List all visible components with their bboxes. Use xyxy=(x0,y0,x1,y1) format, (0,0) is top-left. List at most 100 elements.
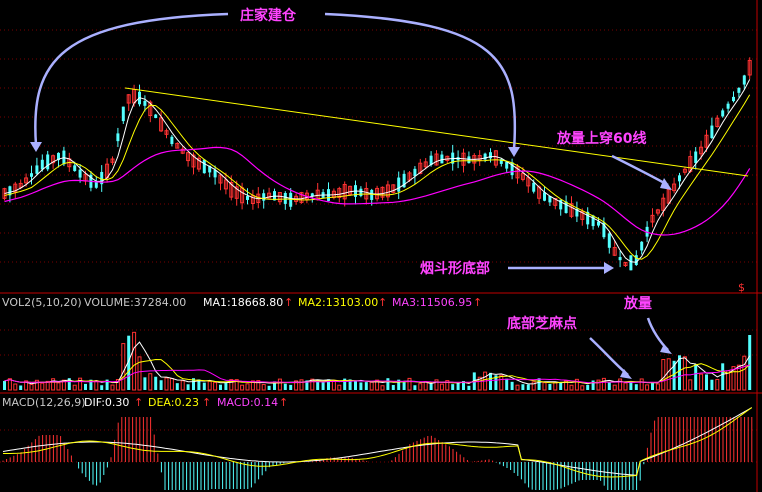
candle-body-up xyxy=(515,166,520,179)
volume-bar-down xyxy=(316,379,320,390)
macd-dif-value: DIF:0.30 xyxy=(84,396,129,409)
candle-body-up xyxy=(196,157,201,170)
candle-body-up xyxy=(423,161,428,168)
candle-body-down xyxy=(586,211,590,225)
volume-bar-up xyxy=(418,383,423,391)
volume-bar-up xyxy=(213,382,218,391)
candle-body-up xyxy=(682,168,687,173)
volume-bar-down xyxy=(548,384,552,390)
volume-bar-up xyxy=(688,379,693,391)
volume-bar-up xyxy=(375,379,380,391)
candle-body-down xyxy=(483,153,487,160)
candle-body-down xyxy=(543,192,546,201)
candle-body-down xyxy=(208,165,212,173)
candle-body-up xyxy=(159,117,164,132)
candle-body-down xyxy=(262,193,266,201)
volume-bar-down xyxy=(705,374,708,390)
vol-ma1-value: MA1:18668.80 xyxy=(203,296,283,309)
volume-bar-down xyxy=(89,379,93,390)
volume-bar-down xyxy=(451,384,455,390)
candle-body-down xyxy=(742,75,746,85)
volume-bar-up xyxy=(639,378,644,391)
candle-body-down xyxy=(505,161,509,169)
candle-body-down xyxy=(246,196,249,200)
candle-body-up xyxy=(569,203,574,217)
candle-body-down xyxy=(402,173,406,188)
volume-bar-down xyxy=(586,384,590,390)
candle-body-down xyxy=(46,154,50,170)
volume-bar-down xyxy=(343,378,347,390)
volume-bar-down xyxy=(505,378,509,390)
ma-short-line xyxy=(4,79,751,263)
arrowhead-sesame xyxy=(620,369,632,379)
candle-body-down xyxy=(154,114,158,119)
candle-body-down xyxy=(602,222,606,238)
price-axis-badge: $ xyxy=(738,281,745,294)
volume-bar-down xyxy=(100,385,104,390)
candle-body-down xyxy=(532,182,536,192)
volume-bar-up xyxy=(78,377,83,391)
volume-bar-down xyxy=(224,381,228,390)
candle-body-up xyxy=(342,184,347,200)
volume-bar-up xyxy=(294,380,299,391)
macd-dif-line xyxy=(2,407,753,476)
candle-body-down xyxy=(618,257,622,261)
trend-line xyxy=(124,87,749,177)
volume-bar-down xyxy=(175,383,179,390)
ma-mid-line xyxy=(4,94,751,260)
volume-bar-down xyxy=(143,377,147,390)
macd-series-layer xyxy=(2,407,753,490)
volume-bar-up xyxy=(240,384,245,391)
candle-body-down xyxy=(57,152,60,161)
candle-body-down xyxy=(597,221,600,226)
candle-body-down xyxy=(283,193,287,204)
annotation-build-position: 庄家建仓 xyxy=(240,7,297,24)
candle-body-down xyxy=(310,193,314,197)
volume-bar-up xyxy=(645,384,650,391)
volume-series-layer xyxy=(3,331,752,391)
volume-bar-down xyxy=(289,384,293,390)
vol-title: VOL2(5,10,20) xyxy=(2,296,82,309)
volume-bar-down xyxy=(127,335,131,390)
volume-bar-down xyxy=(19,385,23,390)
candle-body-up xyxy=(580,210,585,220)
candle-body-up xyxy=(672,183,677,192)
volume-bar-up xyxy=(369,381,374,391)
annotation-sesame-points: 底部芝麻点 xyxy=(507,315,577,332)
arrowhead-pipe xyxy=(604,262,614,274)
candle-body-down xyxy=(467,156,471,164)
vol-ma3-line xyxy=(4,364,750,384)
candle-body-down xyxy=(370,189,374,200)
candle-body-up xyxy=(612,247,617,256)
candle-body-up xyxy=(434,153,439,166)
volume-bar-down xyxy=(629,382,633,390)
candle-body-up xyxy=(385,184,390,198)
volume-bar-down xyxy=(591,380,595,390)
arrowhead-right xyxy=(508,147,520,157)
macd-header: MACD(12,26,9) DIF:0.30 ↑ DEA:0.23 ↑ MACD… xyxy=(2,396,288,409)
volume-bar-up xyxy=(596,379,601,391)
arrow-right-build xyxy=(324,12,517,151)
candle-body-up xyxy=(18,182,23,188)
macd-panel-grid xyxy=(0,429,757,463)
candle-body-down xyxy=(213,169,217,178)
vol-ma2-arrow: ↑ xyxy=(378,296,387,309)
volume-bar-up xyxy=(169,378,174,391)
volume-bar-down xyxy=(456,383,460,390)
macd-title: MACD(12,26,9) xyxy=(2,396,86,409)
volume-bar-up xyxy=(250,380,255,391)
volume-bar-down xyxy=(154,376,158,390)
candle-body-up xyxy=(661,197,666,211)
candle-body-up xyxy=(229,181,234,198)
candle-body-down xyxy=(710,125,714,139)
macd-hist-value: MACD:0.14 xyxy=(217,396,278,409)
volume-bar-down xyxy=(429,383,433,390)
volume-bar-up xyxy=(56,382,61,391)
volume-bar-up xyxy=(434,379,439,391)
volume-bar-up xyxy=(40,382,45,391)
volume-bar-up xyxy=(407,377,412,391)
candle-body-down xyxy=(397,177,401,192)
volume-panel-grid xyxy=(0,329,757,356)
volume-bar-up xyxy=(310,378,315,391)
volume-bar-up xyxy=(121,343,126,391)
